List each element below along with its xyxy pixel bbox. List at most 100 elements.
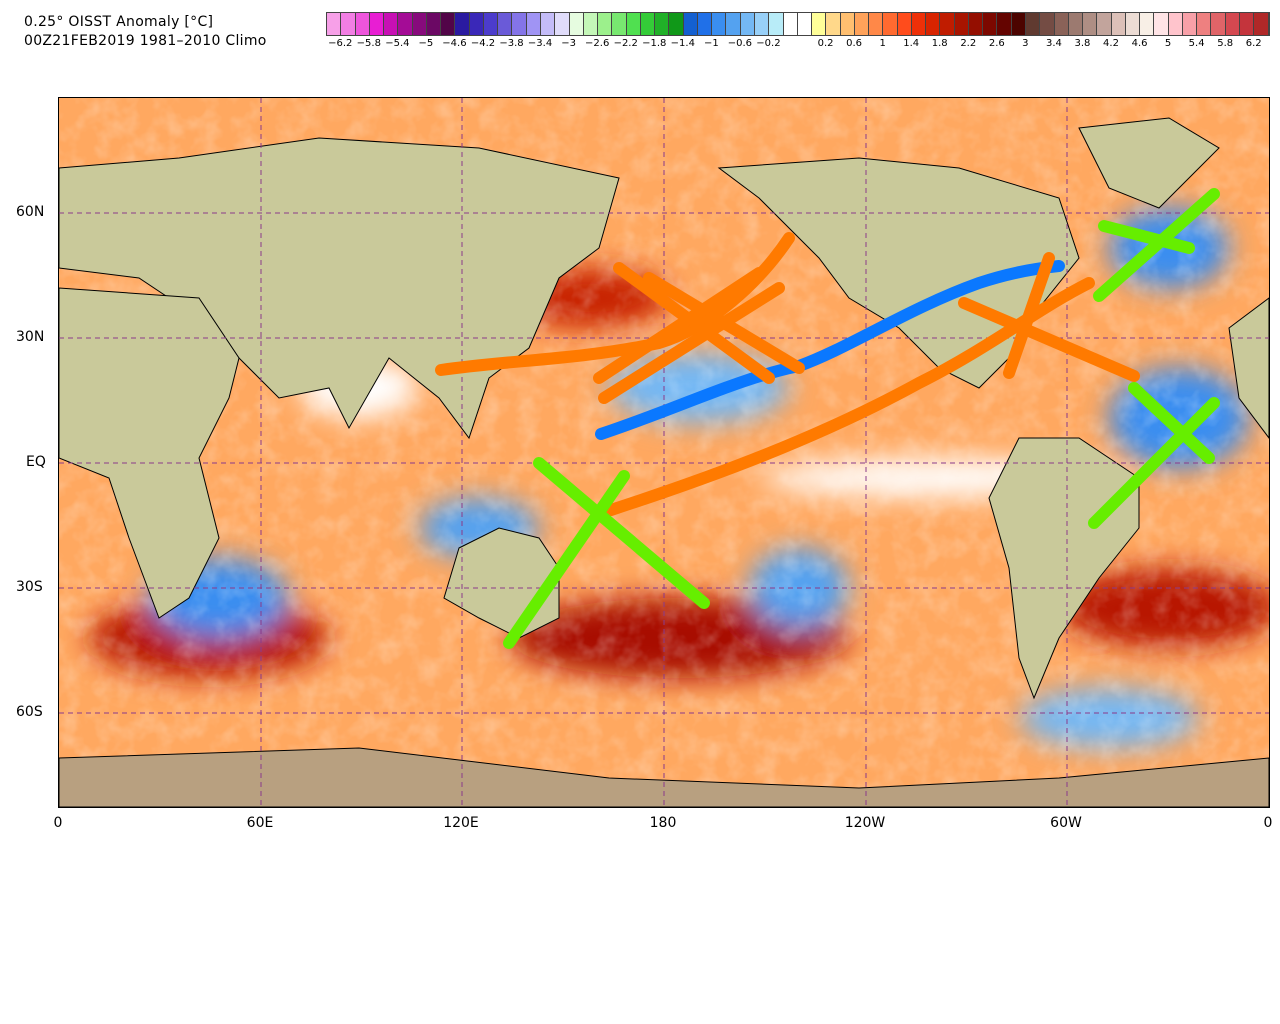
sst-anomaly-map bbox=[58, 97, 1270, 808]
colorbar-swatch bbox=[369, 13, 385, 35]
colorbar-swatch bbox=[1026, 13, 1041, 35]
colorbar-label: 2.2 bbox=[960, 38, 977, 49]
colorbar-swatch bbox=[783, 13, 798, 35]
colorbar-swatch bbox=[1011, 13, 1027, 35]
colorbar-swatch bbox=[883, 13, 898, 35]
y-tick: 60S bbox=[16, 704, 43, 720]
colorbar-swatch bbox=[1168, 13, 1183, 35]
colorbar-swatch bbox=[384, 13, 399, 35]
x-tick: 120E bbox=[443, 815, 479, 831]
colorbar-swatch bbox=[740, 13, 755, 35]
colorbar-swatch bbox=[640, 13, 656, 35]
cool-x-australia bbox=[503, 457, 710, 649]
colorbar-label: −3.8 bbox=[499, 38, 524, 49]
colorbar-label: 5.4 bbox=[1188, 38, 1205, 49]
colorbar-swatch bbox=[555, 13, 570, 35]
colorbar-swatch bbox=[398, 13, 413, 35]
colorbar-swatch bbox=[669, 13, 684, 35]
colorbar-swatch bbox=[412, 13, 427, 35]
map-subtitle: 00Z21FEB2019 1981–2010 Climo bbox=[24, 33, 267, 49]
colorbar-swatch bbox=[997, 13, 1012, 35]
colorbar-swatch bbox=[1054, 13, 1069, 35]
colorbar-label: −1 bbox=[703, 38, 719, 49]
colorbar-label: 1 bbox=[879, 38, 886, 49]
colorbar-swatch bbox=[869, 13, 884, 35]
colorbar-swatch bbox=[355, 13, 370, 35]
colorbar-label: 5 bbox=[1164, 38, 1172, 49]
colorbar-swatch bbox=[1068, 13, 1084, 35]
colorbar-swatch bbox=[926, 13, 941, 35]
colorbar-label: 1.8 bbox=[931, 38, 948, 49]
colorbar-swatch bbox=[1211, 13, 1226, 35]
colorbar-swatch bbox=[540, 13, 556, 35]
colorbar-swatch bbox=[1182, 13, 1198, 35]
colorbar-swatch bbox=[469, 13, 484, 35]
colorbar bbox=[326, 12, 1270, 36]
colorbar-label: 6.2 bbox=[1245, 38, 1262, 49]
x-tick: 180 bbox=[649, 815, 677, 831]
colorbar-swatch bbox=[1140, 13, 1155, 35]
colorbar-swatch bbox=[1225, 13, 1240, 35]
colorbar-label: −4.6 bbox=[442, 38, 467, 49]
colorbar-swatch bbox=[341, 13, 356, 35]
colorbar-swatch bbox=[983, 13, 998, 35]
colorbar-swatch bbox=[712, 13, 727, 35]
x-tick: 120W bbox=[844, 815, 886, 831]
colorbar-swatch bbox=[697, 13, 713, 35]
y-tick: 30S bbox=[16, 579, 43, 595]
colorbar-swatch bbox=[426, 13, 442, 35]
colorbar-swatch bbox=[483, 13, 499, 35]
colorbar-swatch bbox=[1154, 13, 1169, 35]
colorbar-label: −4.2 bbox=[470, 38, 496, 49]
colorbar-swatch bbox=[954, 13, 969, 35]
jet-line-blue bbox=[595, 260, 1065, 440]
colorbar-swatch bbox=[626, 13, 641, 35]
colorbar-swatch bbox=[683, 13, 698, 35]
colorbar-swatch bbox=[441, 13, 456, 35]
x-tick: 0 bbox=[53, 815, 63, 831]
colorbar-swatch bbox=[512, 13, 527, 35]
colorbar-label: −1.8 bbox=[642, 38, 667, 49]
colorbar-label: −5.4 bbox=[385, 38, 410, 49]
colorbar-label: −3.4 bbox=[527, 38, 553, 49]
colorbar-swatch bbox=[797, 13, 813, 35]
colorbar-swatch bbox=[569, 13, 584, 35]
colorbar-label: −6.2 bbox=[328, 38, 353, 49]
colorbar-label: 4.6 bbox=[1131, 38, 1148, 49]
colorbar-label: −5.8 bbox=[356, 38, 381, 49]
warm-x-atlantic bbox=[958, 252, 1140, 382]
colorbar-swatch bbox=[612, 13, 627, 35]
colorbar-swatch bbox=[812, 13, 827, 35]
colorbar-label: −2.2 bbox=[613, 38, 638, 49]
colorbar-label: 4.2 bbox=[1103, 38, 1119, 49]
colorbar-swatch bbox=[1083, 13, 1098, 35]
colorbar-label: −0.6 bbox=[727, 38, 753, 49]
colorbar-swatch bbox=[498, 13, 513, 35]
colorbar-swatch bbox=[583, 13, 599, 35]
annotations bbox=[435, 188, 1220, 649]
colorbar-label: −5 bbox=[418, 38, 434, 49]
colorbar-label: −3 bbox=[561, 38, 576, 49]
colorbar-label: 0.6 bbox=[846, 38, 863, 49]
colorbar-swatch bbox=[769, 13, 784, 35]
colorbar-label: −1.4 bbox=[670, 38, 695, 49]
colorbar-label: 3.4 bbox=[1045, 38, 1062, 49]
colorbar-labels: −6.2 −5.8 −5.4 −5 −4.6 −4.2 −3.8 −3.4 −3 −2.6 −2.2… bbox=[326, 38, 1268, 52]
colorbar-swatch bbox=[455, 13, 470, 35]
colorbar-swatch bbox=[854, 13, 870, 35]
warm-x-pacific bbox=[593, 262, 805, 404]
colorbar-swatch bbox=[655, 13, 670, 35]
cool-x-tropical-atlantic bbox=[1088, 382, 1220, 529]
colorbar-label: −0.2 bbox=[756, 38, 781, 49]
colorbar-swatch bbox=[1240, 13, 1255, 35]
x-tick: 0 bbox=[1263, 815, 1273, 831]
colorbar-label: −2.6 bbox=[585, 38, 610, 49]
map-title: 0.25° OISST Anomaly [°C] bbox=[24, 14, 214, 30]
colorbar-label: 3 bbox=[1022, 38, 1029, 49]
y-tick: EQ bbox=[26, 454, 46, 470]
colorbar-swatch bbox=[1040, 13, 1055, 35]
colorbar-swatch bbox=[754, 13, 770, 35]
cool-x-north-atlantic bbox=[1093, 188, 1220, 302]
colorbar-swatch bbox=[327, 13, 342, 35]
colorbar-swatch bbox=[840, 13, 855, 35]
